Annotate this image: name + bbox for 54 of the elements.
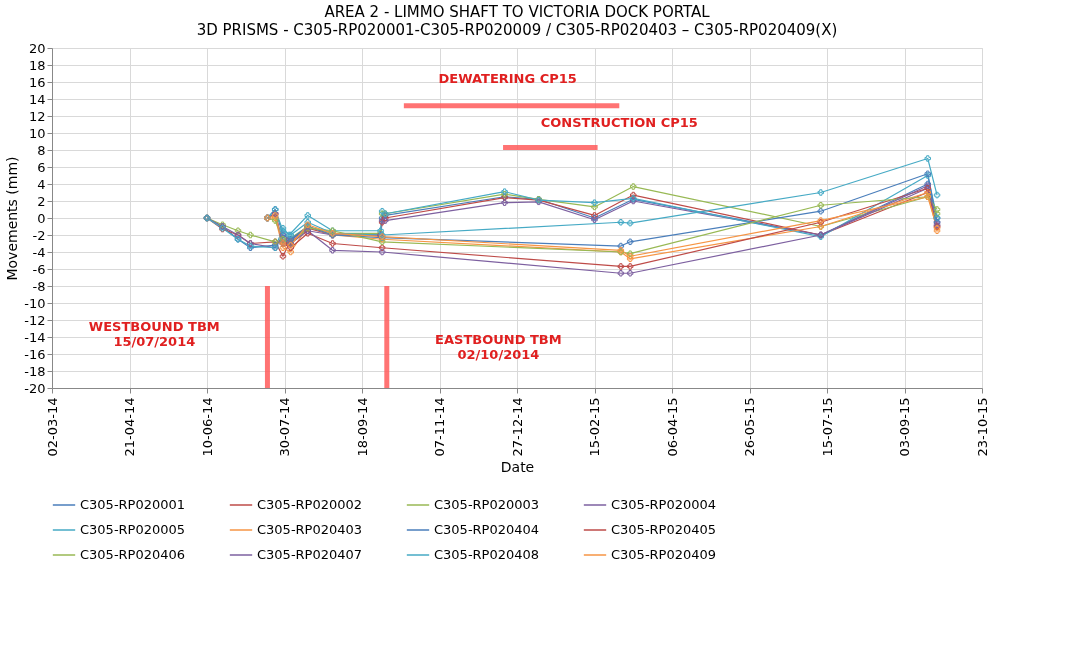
- y-tick-label: -18: [24, 363, 46, 379]
- x-tick-label: 06-04-15: [664, 397, 680, 457]
- legend-label: C305-RP020409: [611, 547, 717, 562]
- y-tick-label: 8: [37, 142, 46, 158]
- y-tick-label: -20: [24, 380, 46, 396]
- x-tick-label: 23-10-15: [974, 397, 990, 457]
- annotation: WESTBOUND TBM 15/07/2014: [88, 318, 220, 349]
- y-tick-label: -14: [24, 329, 46, 345]
- y-tick-label: -6: [32, 261, 46, 277]
- annotation: DEWATERING CP15: [438, 70, 577, 86]
- y-tick-label: 20: [28, 40, 46, 56]
- legend-label: C305-RP020002: [257, 497, 363, 512]
- y-tick-label: -10: [24, 295, 46, 311]
- y-tick-label: -16: [24, 346, 46, 362]
- x-tick-label: 15-02-15: [587, 397, 602, 457]
- y-tick-label: -4: [32, 244, 46, 260]
- chart-title: AREA 2 - LIMMO SHAFT TO VICTORIA DOCK PORTAL: [324, 3, 711, 21]
- y-tick-label: 2: [37, 193, 46, 209]
- x-tick-label: 26-05-15: [742, 397, 757, 457]
- legend-label: C305-RP020004: [611, 497, 717, 512]
- y-tick-label: 12: [28, 108, 46, 124]
- chart-subtitle: 3D PRISMS - C305-RP020001-C305-RP020009 / C305-RP020403 – C305-RP020409(X): [196, 21, 838, 39]
- legend-label: C305-RP020406: [80, 547, 186, 562]
- x-tick-label: 30-07-14: [277, 397, 292, 457]
- legend-label: C305-RP020405: [611, 522, 717, 537]
- x-tick-label: 15-07-15: [819, 397, 835, 457]
- x-tick-label: 07-11-14: [432, 397, 447, 457]
- x-tick-label: 18-09-14: [354, 397, 370, 457]
- x-tick-label: 02-03-14: [44, 397, 60, 457]
- x-tick-label: 03-09-15: [897, 397, 912, 457]
- legend-label: C305-RP020403: [257, 522, 363, 537]
- annotation: CONSTRUCTION CP15: [540, 114, 698, 130]
- legend-label: C305-RP020407: [257, 547, 363, 562]
- x-tick-label: 10-06-14: [199, 397, 215, 457]
- legend-label: C305-RP020003: [434, 497, 540, 512]
- x-tick-label: 27-12-14: [509, 397, 525, 457]
- y-tick-label: 14: [28, 91, 46, 107]
- y-tick-label: 6: [37, 159, 46, 175]
- x-axis-title: Date: [500, 458, 535, 475]
- y-tick-label: -2: [32, 227, 46, 243]
- y-tick-label: 16: [28, 74, 46, 90]
- y-tick-label: 10: [28, 125, 46, 141]
- y-tick-label: -12: [24, 312, 46, 328]
- y-axis-title: Movements (mm): [4, 156, 21, 281]
- y-tick-label: 0: [37, 210, 46, 226]
- y-tick-label: 4: [37, 176, 46, 192]
- legend-label: C305-RP020005: [80, 522, 186, 537]
- annotation: EASTBOUND TBM 02/10/2014: [435, 332, 562, 363]
- legend-label: C305-RP020408: [434, 547, 540, 562]
- y-tick-label: -8: [32, 278, 46, 294]
- legend-label: C305-RP020404: [434, 522, 540, 537]
- x-tick-label: 21-04-14: [122, 397, 137, 457]
- y-tick-label: 18: [28, 57, 46, 73]
- legend-label: C305-RP020001: [80, 497, 186, 512]
